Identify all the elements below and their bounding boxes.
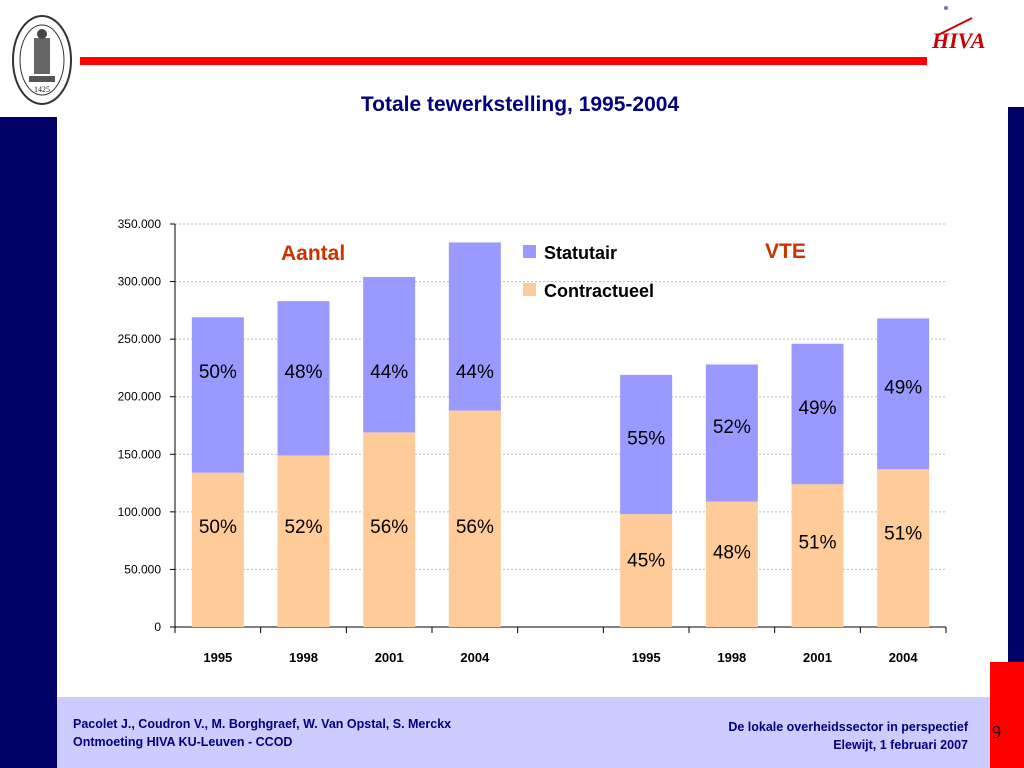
- footer-event-line2: Elewijt, 1 februari 2007: [833, 738, 968, 752]
- data-label-contractueel: 51%: [798, 532, 836, 553]
- university-seal-icon: 1425: [12, 15, 72, 105]
- bar-contractueel: [705, 501, 758, 627]
- logo-text: HIVA: [931, 28, 985, 53]
- x-tick-label: 2004: [460, 650, 490, 665]
- bar-statutair: [191, 317, 244, 473]
- hiva-logo-icon: HIVA: [931, 6, 985, 53]
- bar-contractueel: [191, 472, 244, 627]
- y-tick-label: 100.000: [118, 505, 162, 519]
- data-label-statutair: 49%: [798, 398, 836, 419]
- bar-contractueel: [277, 455, 330, 627]
- x-tick-label: 1998: [289, 650, 318, 665]
- slide-title: Totale tewerkstelling, 1995-2004: [360, 93, 680, 116]
- data-label-contractueel: 51%: [884, 523, 922, 544]
- footer-authors-line1: Pacolet J., Coudron V., M. Borghgraef, W…: [73, 717, 452, 731]
- data-label-contractueel: 56%: [456, 517, 494, 538]
- seal-year: 1425: [34, 85, 50, 94]
- x-tick-label: 1995: [632, 650, 661, 665]
- data-label-statutair: 48%: [284, 362, 322, 383]
- data-label-contractueel: 52%: [284, 517, 322, 538]
- data-label-contractueel: 45%: [627, 550, 665, 571]
- legend-label-statutair: Statutair: [544, 243, 617, 263]
- legend-label-contractueel: Contractueel: [544, 281, 654, 301]
- data-label-statutair: 44%: [370, 362, 408, 383]
- bar-statutair: [877, 318, 930, 470]
- footer-event-line1: De lokale overheidssector in perspectief: [728, 720, 968, 734]
- employment-chart: 0 50.000 100.000 150.000 200.000 250.000 300.0…: [118, 217, 947, 665]
- annotation-aantal: Aantal: [281, 242, 345, 265]
- data-label-statutair: 50%: [199, 362, 237, 383]
- left-navy-bar: [0, 117, 57, 768]
- data-label-statutair: 44%: [456, 362, 494, 383]
- header-red-line: [80, 57, 927, 65]
- y-tick-label: 150.000: [118, 447, 162, 461]
- y-tick-label: 300.000: [118, 275, 162, 289]
- page-number: 9: [992, 722, 1001, 742]
- data-label-contractueel: 48%: [713, 543, 751, 564]
- bar-contractueel: [620, 514, 673, 627]
- y-tick-label: 50.000: [124, 562, 161, 576]
- bar-statutair: [277, 301, 330, 456]
- footer-authors: Pacolet J., Coudron V., M. Borghgraef, W…: [73, 715, 451, 751]
- footer-authors-line2: Ontmoeting HIVA KU-Leuven - CCOD: [73, 735, 293, 749]
- y-tick-label: 0: [154, 620, 161, 634]
- right-navy-bar: [1008, 107, 1024, 662]
- bar-contractueel: [791, 484, 844, 627]
- data-label-contractueel: 50%: [199, 517, 237, 538]
- y-tick-label: 250.000: [118, 332, 162, 346]
- right-red-block: [990, 662, 1024, 768]
- y-tick-label: 350.000: [118, 217, 162, 231]
- x-tick-label: 1998: [717, 650, 746, 665]
- bar-statutair: [363, 276, 416, 433]
- data-label-statutair: 55%: [627, 429, 665, 450]
- bar-contractueel: [363, 432, 416, 627]
- footer-band: [57, 697, 990, 768]
- x-tick-label: 1995: [203, 650, 232, 665]
- x-tick-label: 2004: [889, 650, 919, 665]
- x-tick-label: 2001: [803, 650, 832, 665]
- y-tick-label: 200.000: [118, 390, 162, 404]
- data-label-statutair: 49%: [884, 377, 922, 398]
- footer-event: De lokale overheidssector in perspectief…: [728, 718, 968, 754]
- annotation-vte: VTE: [765, 240, 806, 263]
- bar-statutair: [620, 374, 673, 515]
- bar-statutair: [791, 343, 844, 485]
- legend-swatch-contractueel: [523, 283, 536, 296]
- bar-statutair: [448, 242, 501, 411]
- bar-contractueel: [877, 469, 930, 627]
- data-label-statutair: 52%: [713, 417, 751, 438]
- bar-contractueel: [448, 410, 501, 627]
- x-tick-label: 2001: [375, 650, 404, 665]
- data-label-contractueel: 56%: [370, 517, 408, 538]
- legend-swatch-statutair: [523, 245, 536, 258]
- bar-statutair: [705, 364, 758, 502]
